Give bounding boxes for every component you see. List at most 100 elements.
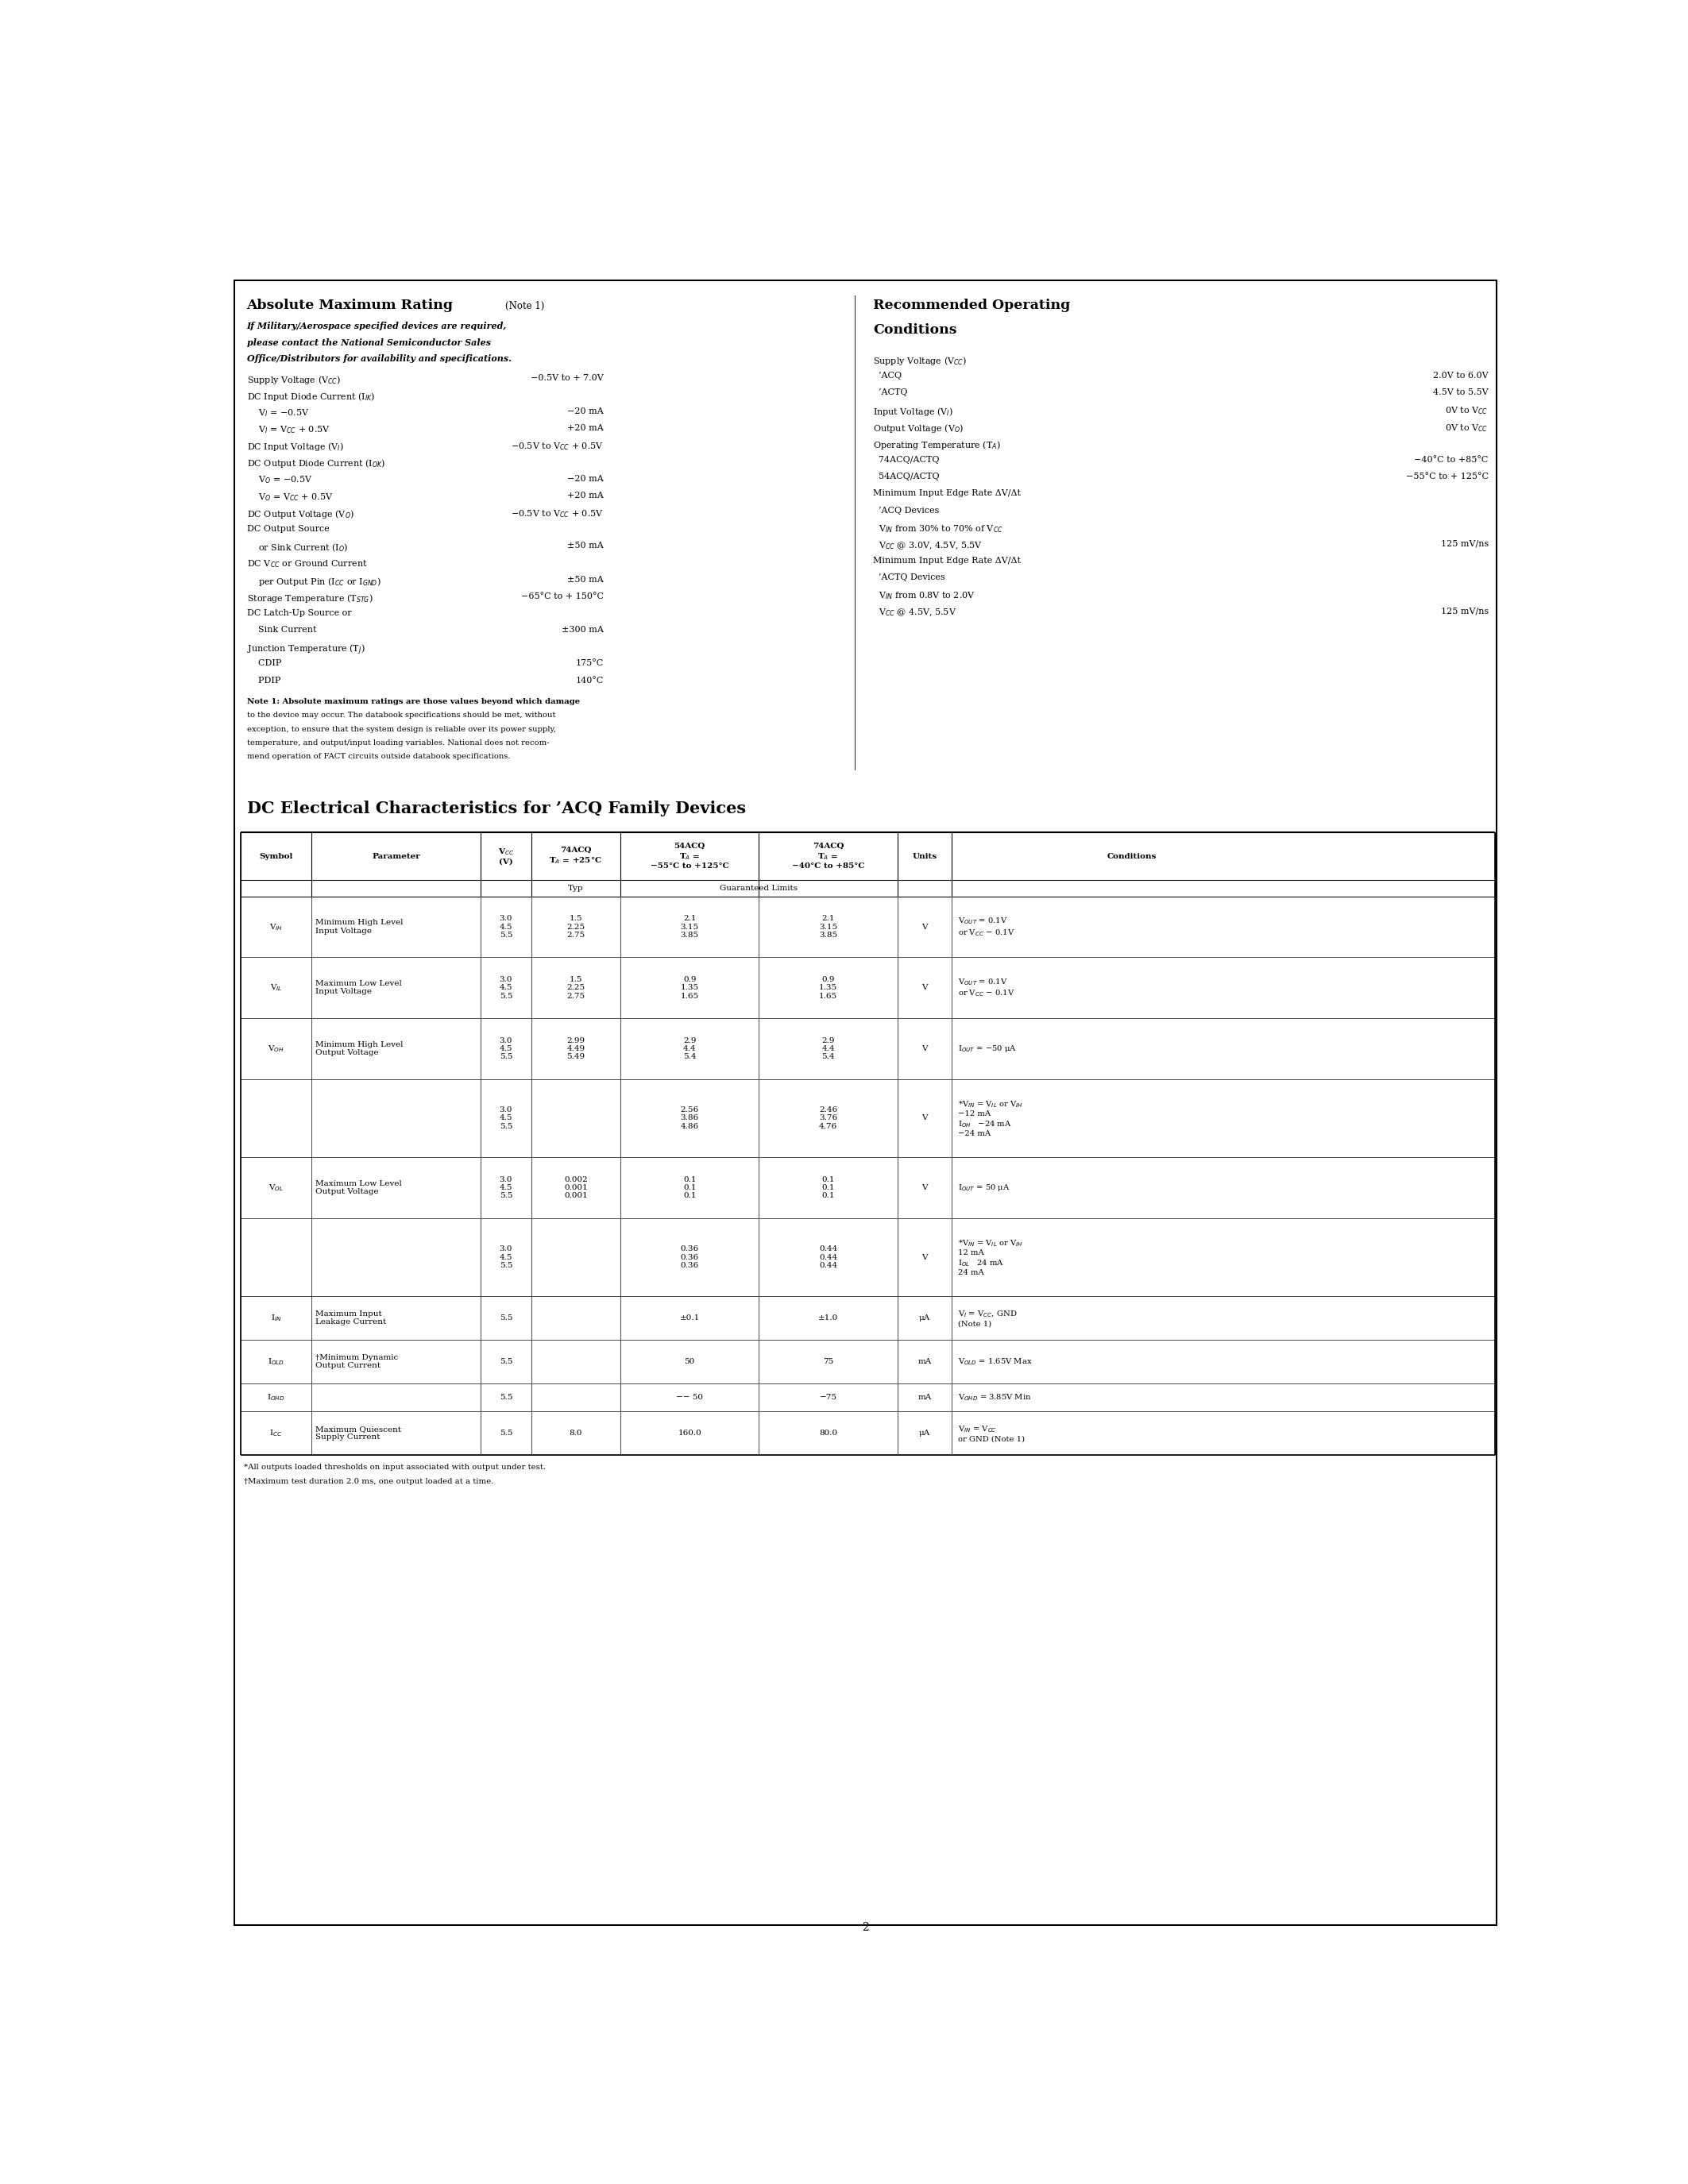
Text: Maximum Low Level
Output Voltage: Maximum Low Level Output Voltage bbox=[316, 1179, 402, 1195]
Text: 74ACQ/ACTQ: 74ACQ/ACTQ bbox=[873, 456, 939, 463]
Text: DC Output Diode Current (I$_{OK}$): DC Output Diode Current (I$_{OK}$) bbox=[246, 459, 385, 470]
Text: 0.44
0.44
0.44: 0.44 0.44 0.44 bbox=[819, 1245, 837, 1269]
Text: V: V bbox=[922, 1254, 927, 1260]
Text: ±1.0: ±1.0 bbox=[819, 1315, 839, 1321]
Text: *All outputs loaded thresholds on input associated with output under test.: *All outputs loaded thresholds on input … bbox=[243, 1463, 545, 1470]
Text: ±50 mA: ±50 mA bbox=[567, 542, 604, 550]
Text: V$_O$ = V$_{CC}$ + 0.5V: V$_O$ = V$_{CC}$ + 0.5V bbox=[246, 491, 333, 502]
Text: Absolute Maximum Rating: Absolute Maximum Rating bbox=[246, 299, 454, 312]
Text: I$_{IN}$: I$_{IN}$ bbox=[270, 1313, 282, 1324]
Text: 3.0
4.5
5.5: 3.0 4.5 5.5 bbox=[500, 1107, 513, 1129]
Text: −20 mA: −20 mA bbox=[567, 406, 604, 415]
Text: V$_{OUT}$ = 0.1V
or V$_{CC}$ − 0.1V: V$_{OUT}$ = 0.1V or V$_{CC}$ − 0.1V bbox=[957, 976, 1014, 998]
Text: Junction Temperature (T$_J$): Junction Temperature (T$_J$) bbox=[246, 642, 365, 657]
Text: V$_{IL}$: V$_{IL}$ bbox=[270, 983, 282, 994]
Text: V$_I$ = −0.5V: V$_I$ = −0.5V bbox=[246, 406, 309, 419]
Text: I$_{OLD}$: I$_{OLD}$ bbox=[267, 1356, 284, 1367]
Text: μA: μA bbox=[918, 1431, 930, 1437]
Text: exception, to ensure that the system design is reliable over its power supply,: exception, to ensure that the system des… bbox=[246, 725, 555, 734]
Text: 75: 75 bbox=[824, 1358, 834, 1365]
Text: 80.0: 80.0 bbox=[819, 1431, 837, 1437]
Text: 0.9
1.35
1.65: 0.9 1.35 1.65 bbox=[680, 976, 699, 1000]
Text: PDIP: PDIP bbox=[246, 677, 280, 684]
Text: V$_{OL}$: V$_{OL}$ bbox=[268, 1184, 284, 1192]
Text: I$_{OUT}$ = 50 μA: I$_{OUT}$ = 50 μA bbox=[957, 1182, 1009, 1192]
Text: 1.5
2.25
2.75: 1.5 2.25 2.75 bbox=[567, 915, 586, 939]
Text: Office/Distributors for availability and specifications.: Office/Distributors for availability and… bbox=[246, 354, 511, 363]
Text: 3.0
4.5
5.5: 3.0 4.5 5.5 bbox=[500, 1037, 513, 1061]
Text: −75: −75 bbox=[819, 1393, 837, 1400]
Text: 54ACQ
T$_A$ =
−55°C to +125°C: 54ACQ T$_A$ = −55°C to +125°C bbox=[650, 843, 729, 869]
Text: temperature, and output/input loading variables. National does not recom-: temperature, and output/input loading va… bbox=[246, 740, 549, 747]
Text: V: V bbox=[922, 924, 927, 930]
Text: 125 mV/ns: 125 mV/ns bbox=[1440, 539, 1489, 548]
Text: 5.5: 5.5 bbox=[500, 1358, 513, 1365]
Text: I$_{OHD}$: I$_{OHD}$ bbox=[267, 1391, 285, 1402]
Text: Sink Current: Sink Current bbox=[246, 627, 316, 633]
Text: Symbol: Symbol bbox=[260, 852, 292, 860]
Text: 2.99
4.49
5.49: 2.99 4.49 5.49 bbox=[567, 1037, 586, 1061]
Text: V: V bbox=[922, 1114, 927, 1123]
Text: 2.1
3.15
3.85: 2.1 3.15 3.85 bbox=[819, 915, 837, 939]
Text: ’ACTQ Devices: ’ACTQ Devices bbox=[873, 574, 945, 581]
Text: V$_{IN}$ from 0.8V to 2.0V: V$_{IN}$ from 0.8V to 2.0V bbox=[873, 590, 976, 601]
Text: μA: μA bbox=[918, 1315, 930, 1321]
Text: Input Voltage (V$_I$): Input Voltage (V$_I$) bbox=[873, 406, 954, 417]
Text: 8.0: 8.0 bbox=[569, 1431, 582, 1437]
Text: Recommended Operating: Recommended Operating bbox=[873, 299, 1070, 312]
Text: ±300 mA: ±300 mA bbox=[562, 627, 604, 633]
Text: 54ACQ/ACTQ: 54ACQ/ACTQ bbox=[873, 472, 939, 480]
Text: mA: mA bbox=[918, 1358, 932, 1365]
Text: Maximum Low Level
Input Voltage: Maximum Low Level Input Voltage bbox=[316, 981, 402, 996]
Text: V: V bbox=[922, 985, 927, 992]
Text: Maximum Input
Leakage Current: Maximum Input Leakage Current bbox=[316, 1310, 387, 1326]
Text: 5.5: 5.5 bbox=[500, 1431, 513, 1437]
Text: V$_{OLD}$ = 1.65V Max: V$_{OLD}$ = 1.65V Max bbox=[957, 1356, 1031, 1367]
Text: 3.0
4.5
5.5: 3.0 4.5 5.5 bbox=[500, 1175, 513, 1199]
Text: Minimum High Level
Input Voltage: Minimum High Level Input Voltage bbox=[316, 919, 403, 935]
Text: Guaranteed Limits: Guaranteed Limits bbox=[719, 885, 798, 891]
Text: V$_{CC}$
(V): V$_{CC}$ (V) bbox=[498, 847, 513, 865]
Text: 2.1
3.15
3.85: 2.1 3.15 3.85 bbox=[680, 915, 699, 939]
Text: 1.5
2.25
2.75: 1.5 2.25 2.75 bbox=[567, 976, 586, 1000]
Text: ±50 mA: ±50 mA bbox=[567, 574, 604, 583]
Text: Supply Voltage (V$_{CC}$): Supply Voltage (V$_{CC}$) bbox=[873, 356, 967, 367]
Text: 0.1
0.1
0.1: 0.1 0.1 0.1 bbox=[684, 1175, 695, 1199]
Text: 140°C: 140°C bbox=[576, 677, 604, 684]
Text: V$_{OUT}$ = 0.1V
or V$_{CC}$ − 0.1V: V$_{OUT}$ = 0.1V or V$_{CC}$ − 0.1V bbox=[957, 915, 1014, 937]
Text: −− 50: −− 50 bbox=[677, 1393, 704, 1400]
Text: V$_{CC}$ @ 3.0V, 4.5V, 5.5V: V$_{CC}$ @ 3.0V, 4.5V, 5.5V bbox=[873, 539, 982, 550]
Text: 2.46
3.76
4.76: 2.46 3.76 4.76 bbox=[819, 1107, 837, 1129]
Text: ’ACTQ: ’ACTQ bbox=[873, 389, 908, 397]
Text: ’ACQ Devices: ’ACQ Devices bbox=[873, 507, 939, 513]
Text: −0.5V to V$_{CC}$ + 0.5V: −0.5V to V$_{CC}$ + 0.5V bbox=[511, 441, 604, 452]
Text: 0.9
1.35
1.65: 0.9 1.35 1.65 bbox=[819, 976, 837, 1000]
Text: 5.5: 5.5 bbox=[500, 1393, 513, 1400]
Text: −0.5V to + 7.0V: −0.5V to + 7.0V bbox=[532, 373, 604, 382]
Text: 5.5: 5.5 bbox=[500, 1315, 513, 1321]
Text: mend operation of FACT circuits outside databook specifications.: mend operation of FACT circuits outside … bbox=[246, 753, 510, 760]
Text: 3.0
4.5
5.5: 3.0 4.5 5.5 bbox=[500, 915, 513, 939]
Text: V$_{IN}$ = V$_{CC}$
or GND (Note 1): V$_{IN}$ = V$_{CC}$ or GND (Note 1) bbox=[957, 1424, 1025, 1441]
Text: V$_{IN}$ from 30% to 70% of V$_{CC}$: V$_{IN}$ from 30% to 70% of V$_{CC}$ bbox=[873, 524, 1003, 535]
Text: Maximum Quiescent
Supply Current: Maximum Quiescent Supply Current bbox=[316, 1426, 402, 1441]
Text: ±0.1: ±0.1 bbox=[680, 1315, 701, 1321]
Text: Note 1: Absolute maximum ratings are those values beyond which damage: Note 1: Absolute maximum ratings are tho… bbox=[246, 699, 579, 705]
Text: 125 mV/ns: 125 mV/ns bbox=[1440, 607, 1489, 616]
Text: 74ACQ
T$_A$ =
−40°C to +85°C: 74ACQ T$_A$ = −40°C to +85°C bbox=[792, 843, 864, 869]
Text: Minimum Input Edge Rate ΔV/Δt: Minimum Input Edge Rate ΔV/Δt bbox=[873, 489, 1021, 498]
Text: Output Voltage (V$_O$): Output Voltage (V$_O$) bbox=[873, 422, 964, 435]
Text: Parameter: Parameter bbox=[371, 852, 420, 860]
Text: −65°C to + 150°C: −65°C to + 150°C bbox=[522, 592, 604, 601]
Text: Typ: Typ bbox=[567, 885, 584, 891]
Text: 160.0: 160.0 bbox=[679, 1431, 702, 1437]
Text: mA: mA bbox=[918, 1393, 932, 1400]
Text: Operating Temperature (T$_A$): Operating Temperature (T$_A$) bbox=[873, 439, 1001, 452]
Text: per Output Pin (I$_{CC}$ or I$_{GND}$): per Output Pin (I$_{CC}$ or I$_{GND}$) bbox=[246, 574, 381, 587]
Text: †Minimum Dynamic
Output Current: †Minimum Dynamic Output Current bbox=[316, 1354, 398, 1369]
Text: or Sink Current (I$_O$): or Sink Current (I$_O$) bbox=[246, 542, 348, 553]
Text: 4.5V to 5.5V: 4.5V to 5.5V bbox=[1433, 389, 1489, 397]
Text: *V$_{IN}$ = V$_{IL}$ or V$_{IH}$
−12 mA
I$_{OH}$   −24 mA
−24 mA: *V$_{IN}$ = V$_{IL}$ or V$_{IH}$ −12 mA … bbox=[957, 1099, 1023, 1138]
Text: Conditions: Conditions bbox=[1107, 852, 1156, 860]
Text: Minimum High Level
Output Voltage: Minimum High Level Output Voltage bbox=[316, 1042, 403, 1057]
